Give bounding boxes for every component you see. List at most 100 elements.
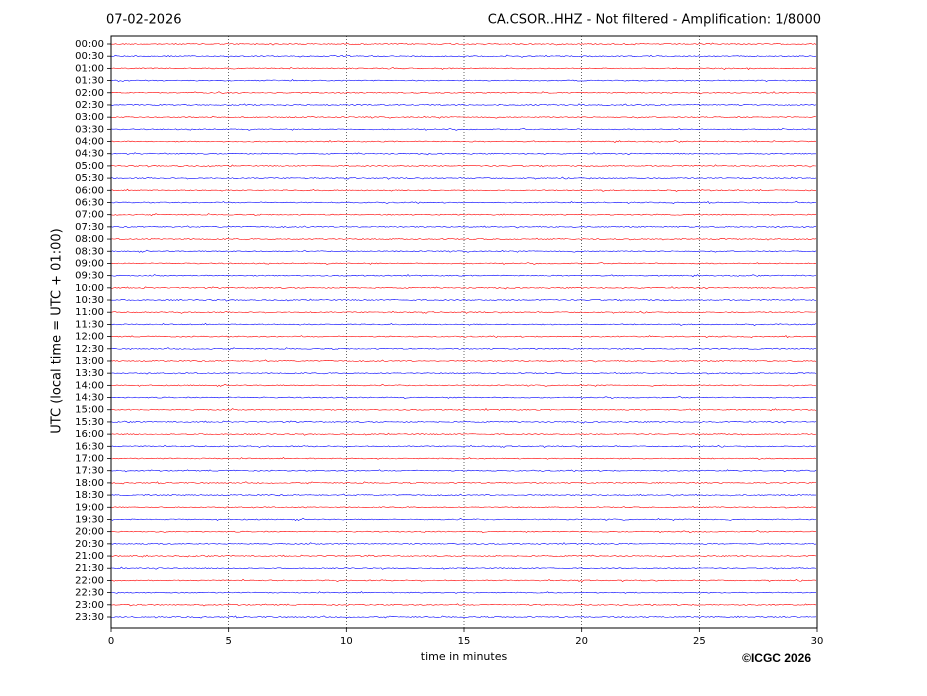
- trace: [110, 115, 817, 119]
- trace: [110, 444, 817, 448]
- trace: [110, 457, 817, 460]
- trace: [110, 615, 817, 619]
- y-tick-label: 07:30: [75, 222, 104, 233]
- date-title: 07-02-2026: [106, 13, 182, 28]
- trace: [110, 213, 817, 217]
- y-tick-label: 02:00: [75, 88, 104, 99]
- x-tick-label: 15: [458, 636, 471, 647]
- y-tick-label: 15:00: [75, 405, 104, 416]
- y-tick-label: 09:30: [75, 271, 104, 282]
- y-tick-label: 14:00: [75, 380, 104, 391]
- y-tick-label: 17:30: [75, 466, 104, 477]
- y-tick-label: 07:00: [75, 210, 104, 221]
- y-tick-label: 10:30: [75, 295, 104, 306]
- x-tick-label: 25: [693, 636, 706, 647]
- y-tick-label: 01:30: [75, 76, 104, 87]
- trace: [110, 127, 817, 131]
- y-tick-label: 14:30: [75, 393, 104, 404]
- trace: [110, 261, 817, 265]
- trace: [110, 408, 817, 412]
- trace: [110, 566, 817, 570]
- trace: [110, 420, 817, 424]
- y-tick-label: 05:00: [75, 161, 104, 172]
- trace: [110, 54, 817, 58]
- y-tick-label: 22:00: [75, 575, 104, 586]
- y-tick-label: 12:30: [75, 344, 104, 355]
- y-tick-label: 00:30: [75, 51, 104, 62]
- y-tick-label: 11:30: [75, 319, 104, 330]
- trace: [110, 371, 817, 375]
- x-axis-label: time in minutes: [421, 650, 508, 663]
- trace: [110, 505, 817, 509]
- trace: [110, 383, 817, 387]
- y-tick-label: 18:30: [75, 490, 104, 501]
- trace: [110, 530, 817, 534]
- trace: [110, 322, 817, 326]
- plot-frame: [110, 35, 818, 629]
- trace: [110, 274, 817, 278]
- trace: [110, 152, 817, 156]
- y-tick-label: 11:00: [75, 307, 104, 318]
- y-tick-label: 22:30: [75, 588, 104, 599]
- y-tick-label: 21:30: [75, 563, 104, 574]
- trace: [110, 91, 817, 95]
- trace: [110, 164, 817, 168]
- y-tick-label: 08:00: [75, 234, 104, 245]
- trace: [110, 554, 817, 558]
- x-tick-label: 30: [811, 636, 824, 647]
- y-tick-label: 06:30: [75, 197, 104, 208]
- y-tick-label: 19:30: [75, 514, 104, 525]
- trace: [110, 66, 817, 70]
- trace: [110, 603, 817, 607]
- y-tick-label: 20:00: [75, 527, 104, 538]
- trace: [110, 298, 817, 302]
- y-tick-label: 13:00: [75, 356, 104, 367]
- trace: [110, 542, 817, 545]
- y-tick-label: 20:30: [75, 539, 104, 550]
- y-tick-label: 03:30: [75, 124, 104, 135]
- y-tick-label: 03:00: [75, 112, 104, 123]
- y-tick-label: 17:00: [75, 454, 104, 465]
- y-tick-label: 23:30: [75, 612, 104, 623]
- y-tick-label: 16:30: [75, 441, 104, 452]
- trace: [110, 176, 817, 180]
- trace: [110, 139, 817, 143]
- y-tick-label: 16:00: [75, 429, 104, 440]
- trace: [110, 481, 817, 485]
- trace: [110, 103, 817, 107]
- y-tick-label: 23:00: [75, 600, 104, 611]
- trace: [110, 188, 817, 192]
- trace: [111, 347, 817, 351]
- trace: [110, 359, 817, 363]
- trace: [110, 249, 817, 253]
- trace: [110, 79, 817, 83]
- y-tick-label: 02:30: [75, 100, 104, 111]
- y-tick-label: 06:00: [75, 185, 104, 196]
- chart-title: CA.CSOR..HHZ - Not filtered - Amplificat…: [488, 13, 821, 28]
- trace: [110, 200, 817, 204]
- y-tick-label: 01:00: [75, 63, 104, 74]
- trace: [110, 591, 817, 594]
- y-tick-label: 09:00: [75, 258, 104, 269]
- y-tick-label: 12:00: [75, 332, 104, 343]
- x-tick-label: 0: [108, 636, 114, 647]
- trace: [110, 396, 817, 400]
- x-tick-label: 10: [340, 636, 353, 647]
- trace: [110, 225, 817, 229]
- trace: [110, 42, 817, 46]
- trace: [110, 335, 817, 339]
- y-tick-label: 05:30: [75, 173, 104, 184]
- y-tick-label: 18:00: [75, 478, 104, 489]
- y-axis-label: UTC (local time = UTC + 01:00): [50, 228, 65, 433]
- y-tick-label: 04:00: [75, 137, 104, 148]
- y-tick-label: 19:00: [75, 502, 104, 513]
- trace: [110, 517, 817, 521]
- x-tick-label: 5: [225, 636, 231, 647]
- trace: [110, 432, 817, 436]
- trace: [110, 578, 817, 582]
- trace: [110, 310, 817, 314]
- trace: [110, 493, 817, 497]
- y-tick-label: 10:00: [75, 283, 104, 294]
